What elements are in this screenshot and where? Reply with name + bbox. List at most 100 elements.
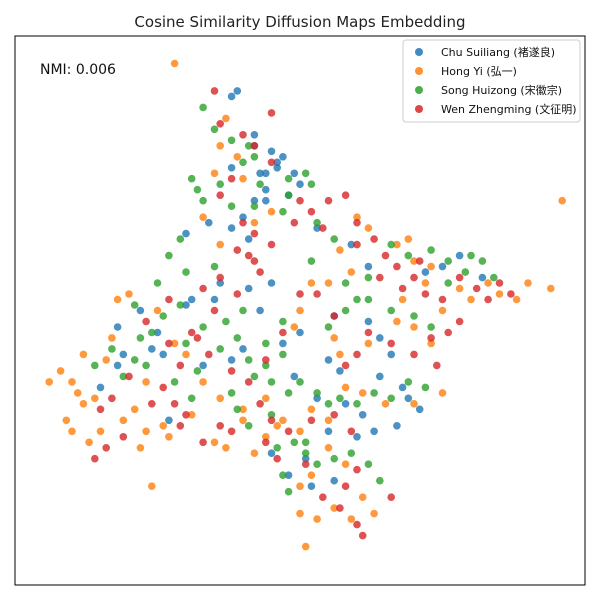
data-point [455, 273, 464, 282]
data-point [176, 422, 185, 430]
data-point [165, 251, 173, 260]
data-point [393, 317, 401, 326]
data-point [376, 273, 384, 282]
data-point [227, 367, 236, 375]
data-point [353, 350, 361, 359]
data-point [130, 301, 139, 309]
legend: Chu Suiliang (褚遂良) Hong Yi (弘一) Song Huizo… [402, 39, 581, 123]
data-point [210, 438, 219, 447]
data-point [182, 229, 190, 238]
data-point [199, 378, 207, 386]
legend-box [402, 39, 581, 123]
data-point [393, 262, 401, 271]
data-point [347, 515, 356, 523]
data-point [102, 356, 110, 364]
data-point [421, 290, 430, 298]
data-point [233, 334, 242, 342]
legend-label: Wen Zhengming (文征明) [441, 102, 577, 116]
data-point [182, 350, 190, 359]
data-point [273, 422, 282, 430]
data-point [182, 411, 190, 419]
data-point [364, 328, 373, 337]
data-point [444, 328, 453, 337]
legend-marker [415, 48, 423, 56]
data-point [353, 213, 361, 221]
data-point [341, 306, 350, 315]
data-point [91, 361, 99, 370]
data-point [336, 504, 344, 512]
data-point [296, 180, 304, 188]
data-point [381, 251, 390, 260]
data-point [387, 339, 396, 348]
data-point [227, 164, 236, 172]
data-point [210, 306, 219, 315]
data-point [284, 174, 293, 183]
data-point [393, 422, 401, 430]
data-point [279, 317, 287, 326]
data-point [381, 400, 390, 408]
data-point [279, 350, 287, 359]
data-point [222, 317, 230, 326]
data-point [233, 87, 242, 95]
data-point [256, 306, 264, 315]
data-point [210, 125, 219, 134]
data-point [210, 295, 219, 304]
legend-label: Hong Yi (弘一) [441, 65, 517, 78]
data-point [307, 279, 316, 287]
data-point [484, 279, 492, 287]
data-point [558, 196, 566, 205]
data-point [370, 427, 378, 436]
data-point [313, 394, 321, 403]
data-point [358, 493, 367, 502]
data-point [267, 411, 276, 419]
data-point [227, 202, 236, 210]
data-point [182, 339, 190, 348]
data-point [45, 378, 53, 386]
data-point [490, 273, 498, 282]
data-point [250, 202, 259, 210]
data-point [130, 356, 139, 364]
data-point [176, 301, 185, 309]
data-point [404, 251, 413, 260]
data-point [421, 279, 430, 287]
data-point [119, 372, 128, 381]
data-point [233, 405, 242, 414]
data-point [376, 372, 384, 381]
data-point [262, 339, 270, 348]
data-point [170, 378, 179, 386]
data-point [341, 460, 350, 469]
legend-marker [415, 67, 423, 75]
data-point [410, 257, 418, 265]
data-point [330, 454, 339, 463]
data-point [170, 339, 179, 348]
data-point [193, 185, 202, 194]
data-point [478, 273, 487, 282]
data-point [273, 164, 282, 172]
data-point [324, 196, 333, 205]
data-point [455, 251, 464, 260]
data-point [210, 87, 219, 95]
data-point [507, 290, 515, 298]
data-point [267, 416, 276, 425]
data-point [330, 334, 339, 342]
data-point [182, 301, 190, 309]
data-point [290, 438, 299, 447]
data-point [136, 444, 145, 452]
data-point [199, 103, 207, 112]
data-point [187, 174, 196, 183]
data-point [330, 312, 339, 320]
chart-title: Cosine Similarity Diffusion Maps Embeddi… [134, 13, 465, 31]
data-point [119, 433, 128, 441]
data-point [364, 295, 373, 304]
data-point [244, 422, 253, 430]
data-point [244, 378, 253, 386]
data-point [187, 394, 196, 403]
data-point [301, 542, 310, 551]
data-point [296, 482, 304, 491]
data-point [438, 262, 447, 271]
data-point [279, 153, 287, 161]
data-point [113, 295, 122, 304]
data-point [136, 334, 145, 342]
data-point [307, 180, 316, 188]
data-point [96, 405, 105, 414]
